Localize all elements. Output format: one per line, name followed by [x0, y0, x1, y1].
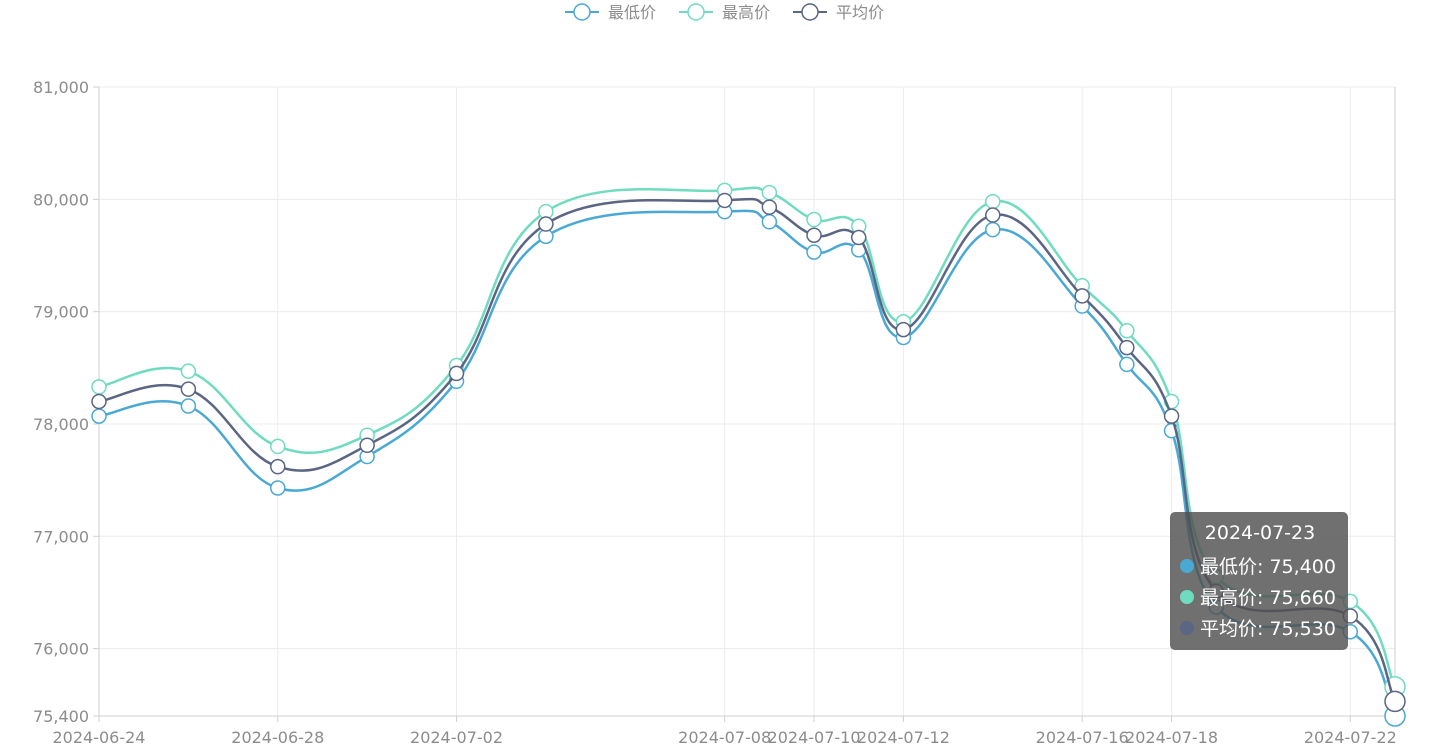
data-point [180, 398, 197, 414]
y-tick-label: 79,000 [33, 303, 89, 322]
legend-item-high[interactable]: 最高价 [679, 3, 770, 22]
x-tick-label: 2024-06-24 [53, 728, 146, 747]
y-tick-label: 80,000 [33, 190, 89, 209]
data-tooltip: 2024-07-23 最低价: 75,400 最高价: 75,660 平均价: … [1170, 512, 1348, 650]
legend-item-low[interactable]: 最低价 [565, 3, 656, 22]
data-point [448, 365, 465, 382]
axes: 75,400 76,000 77,000 78,000 79,000 80,000 81,0… [33, 78, 1397, 747]
series-lines [91, 182, 1406, 727]
x-tick-label: 2024-07-10 [768, 728, 861, 747]
data-point [1384, 690, 1406, 713]
tooltip-dot-avg [1180, 620, 1194, 635]
data-point [91, 393, 107, 410]
data-point [1119, 356, 1135, 373]
x-tick-label: 2024-07-16 [1036, 728, 1129, 747]
data-point [91, 379, 107, 395]
tooltip-row-avg: 平均价: 75,530 [1180, 612, 1340, 643]
data-point [270, 458, 286, 475]
data-point [716, 192, 733, 209]
tooltip-label-avg: 平均价: 75,530 [1200, 618, 1336, 640]
legend-label: 平均价 [836, 3, 884, 22]
data-point [985, 193, 1001, 210]
x-tick-label: 2024-07-18 [1125, 728, 1218, 747]
x-tick-label: 2024-07-12 [857, 728, 950, 747]
data-point [850, 229, 867, 246]
data-point [1074, 288, 1090, 304]
tooltip-title: 2024-07-23 [1204, 522, 1316, 544]
y-tick-label: 81,000 [33, 78, 89, 97]
data-point [180, 381, 197, 397]
legend-circle-icon [687, 3, 705, 21]
data-point [359, 437, 375, 454]
data-point [985, 221, 1001, 238]
tooltip-row-high: 最高价: 75,660 [1180, 581, 1340, 612]
data-point [180, 363, 197, 379]
data-point [538, 216, 554, 232]
y-tick-label: 78,000 [33, 415, 89, 434]
tooltip-label-low: 最低价: 75,400 [1200, 556, 1336, 578]
data-point [761, 214, 778, 230]
data-point [270, 438, 286, 455]
data-point [806, 227, 822, 244]
y-tick-label: 75,400 [33, 707, 89, 726]
data-point [91, 408, 107, 424]
legend-label: 最低价 [608, 3, 656, 22]
x-tick-label: 2024-07-02 [410, 728, 503, 747]
legend-label: 最高价 [722, 3, 770, 22]
data-point [895, 321, 912, 338]
data-point [761, 184, 778, 201]
data-point [270, 480, 286, 496]
legend-circle-icon [573, 3, 591, 21]
x-tick-label: 2024-07-22 [1304, 728, 1397, 747]
x-tick-label: 2024-07-08 [678, 728, 771, 747]
data-point [1163, 408, 1180, 424]
tooltip-label-high: 最高价: 75,660 [1200, 587, 1336, 609]
y-tick-label: 77,000 [33, 527, 89, 546]
tooltip-row-low: 最低价: 75,400 [1180, 550, 1340, 581]
y-tick-label: 76,000 [33, 640, 89, 659]
x-tick-label: 2024-06-28 [231, 728, 324, 747]
legend[interactable]: 最低价 最高价 平均价 [565, 3, 884, 22]
data-point [761, 199, 778, 215]
tooltip-dot-high [1180, 589, 1194, 604]
legend-item-avg[interactable]: 平均价 [793, 3, 884, 22]
data-point [985, 207, 1001, 223]
legend-circle-icon [801, 3, 819, 21]
tooltip-dot-low [1180, 558, 1194, 573]
data-point [806, 244, 822, 260]
data-point [1119, 322, 1135, 339]
data-point [806, 211, 822, 228]
data-point [1119, 339, 1135, 356]
